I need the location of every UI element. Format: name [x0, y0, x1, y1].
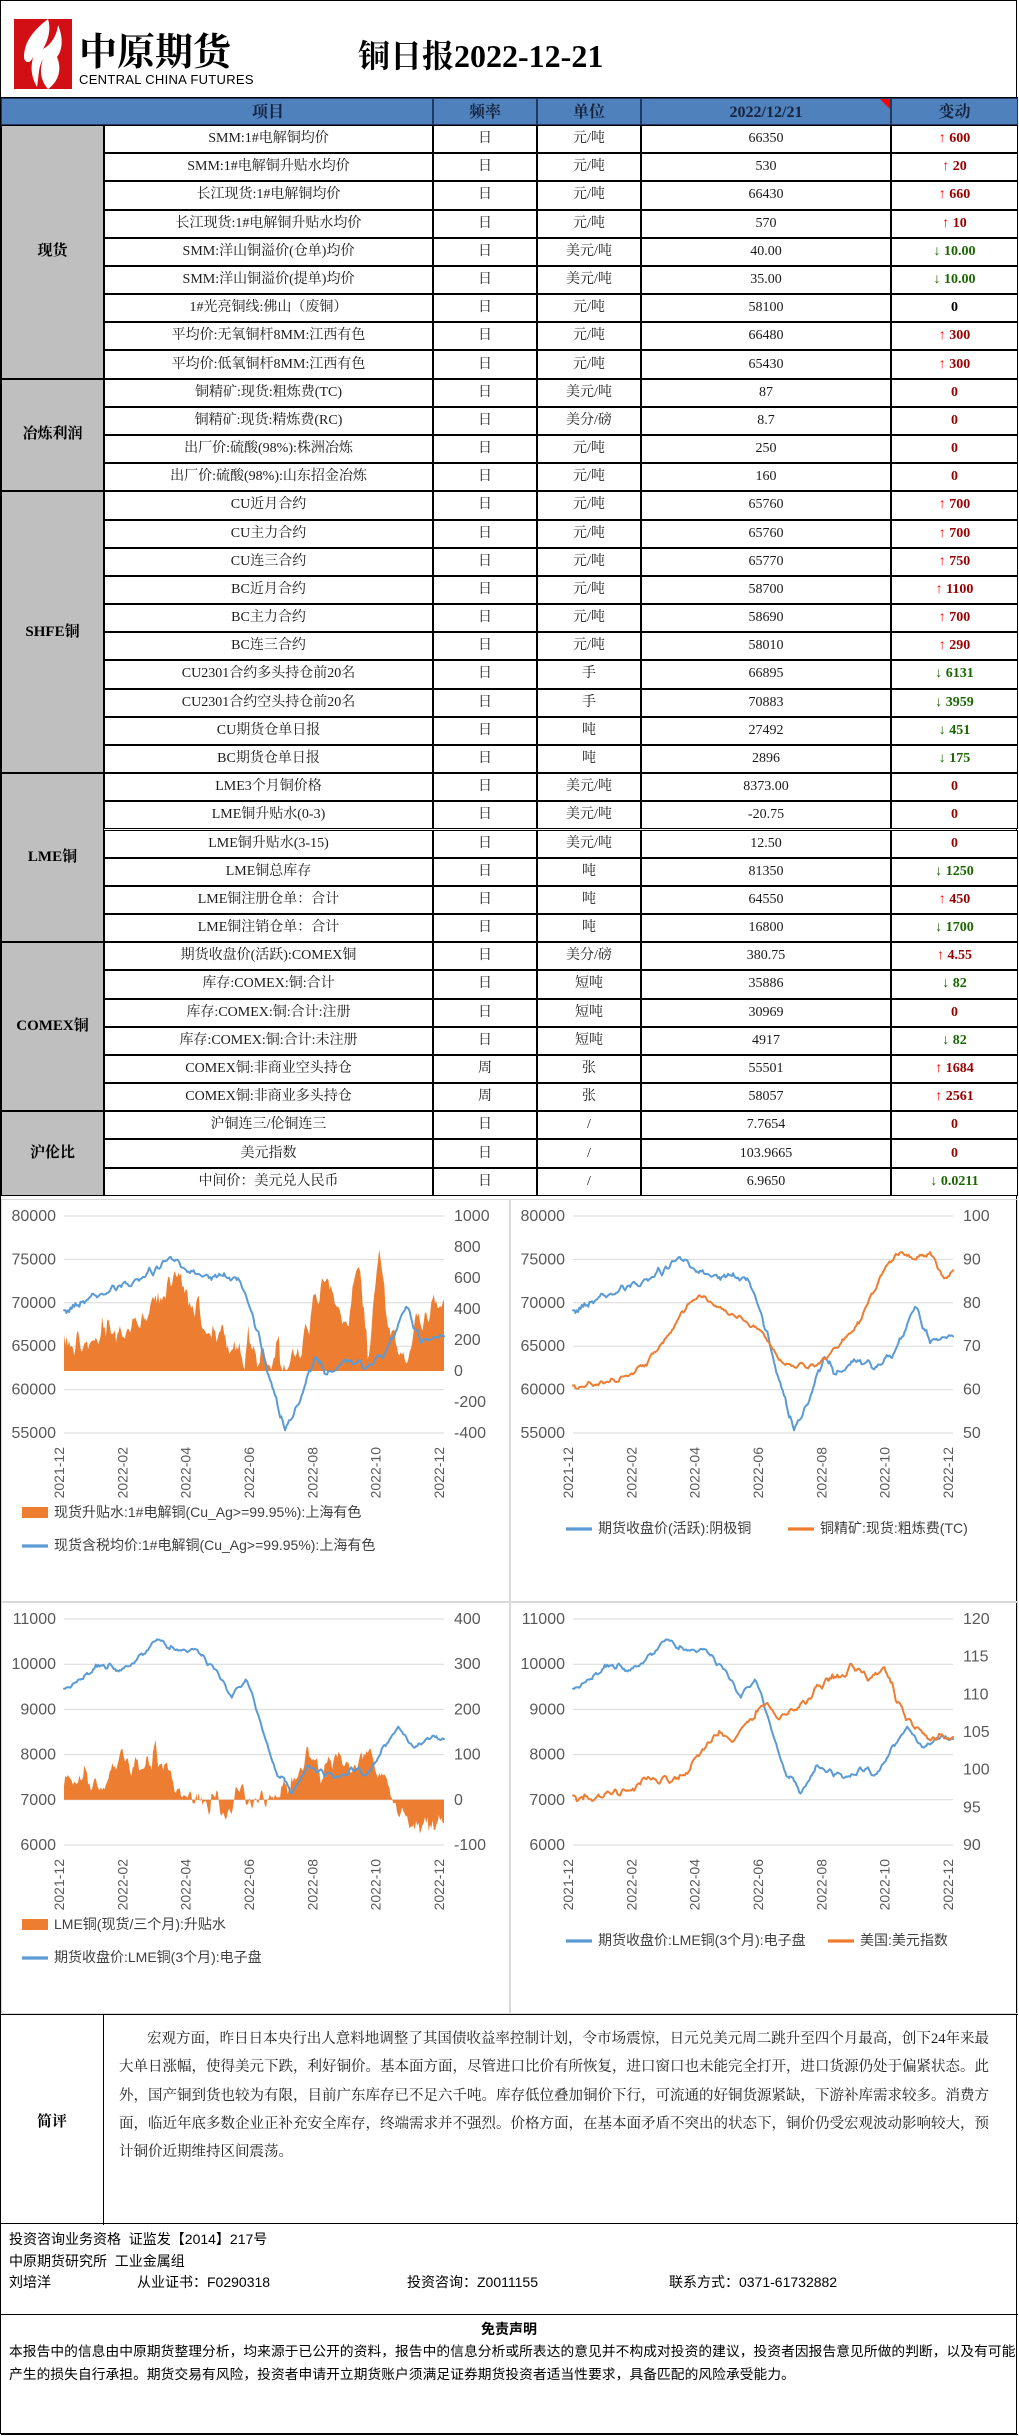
svg-text:100: 100 [454, 1747, 481, 1764]
svg-text:50: 50 [963, 1425, 981, 1442]
svg-text:期货收盘价:LME铜(3个月):电子盘: 期货收盘价:LME铜(3个月):电子盘 [598, 1932, 806, 1948]
svg-text:2022-12: 2022-12 [431, 1447, 447, 1499]
svg-text:2022-08: 2022-08 [813, 1859, 829, 1911]
svg-text:60000: 60000 [521, 1382, 566, 1399]
svg-text:400: 400 [454, 1301, 481, 1318]
svg-text:0: 0 [454, 1792, 463, 1809]
svg-text:105: 105 [963, 1724, 990, 1741]
svg-text:200: 200 [454, 1332, 481, 1349]
svg-text:铜精矿:现货:粗炼费(TC): 铜精矿:现货:粗炼费(TC) [820, 1520, 968, 1536]
svg-text:7000: 7000 [529, 1792, 565, 1809]
svg-text:2022-06: 2022-06 [241, 1859, 257, 1911]
svg-text:90: 90 [963, 1251, 981, 1268]
svg-text:70000: 70000 [12, 1295, 57, 1312]
svg-text:115: 115 [963, 1649, 989, 1666]
svg-text:-100: -100 [454, 1837, 486, 1854]
svg-text:75000: 75000 [521, 1251, 566, 1268]
svg-text:80000: 80000 [521, 1208, 566, 1225]
svg-text:2021-12: 2021-12 [560, 1859, 576, 1911]
svg-text:60000: 60000 [12, 1382, 57, 1399]
svg-text:2022-10: 2022-10 [368, 1447, 384, 1499]
svg-text:800: 800 [454, 1239, 481, 1256]
svg-text:LME铜(现货/三个月):升贴水: LME铜(现货/三个月):升贴水 [54, 1916, 226, 1932]
svg-text:7000: 7000 [20, 1792, 56, 1809]
svg-text:90: 90 [963, 1837, 981, 1854]
svg-text:11000: 11000 [522, 1611, 565, 1628]
svg-text:9000: 9000 [20, 1701, 56, 1718]
svg-text:期货收盘价:LME铜(3个月):电子盘: 期货收盘价:LME铜(3个月):电子盘 [54, 1949, 262, 1965]
svg-text:中原期货: 中原期货 [79, 32, 236, 74]
svg-text:10000: 10000 [12, 1656, 57, 1673]
svg-text:70: 70 [963, 1338, 981, 1355]
svg-text:2022-04: 2022-04 [687, 1859, 703, 1911]
svg-text:65000: 65000 [12, 1338, 57, 1355]
svg-text:6000: 6000 [529, 1837, 565, 1854]
svg-text:95: 95 [963, 1799, 981, 1816]
svg-text:80: 80 [963, 1295, 981, 1312]
svg-text:2022-06: 2022-06 [241, 1447, 257, 1499]
svg-text:2022-04: 2022-04 [687, 1447, 703, 1499]
svg-text:120: 120 [963, 1611, 990, 1628]
svg-text:2022-06: 2022-06 [750, 1447, 766, 1499]
svg-text:400: 400 [454, 1611, 481, 1628]
svg-text:现货升贴水:1#电解铜(Cu_Ag>=99.95%):上海有: 现货升贴水:1#电解铜(Cu_Ag>=99.95%):上海有色 [54, 1504, 361, 1520]
svg-text:2022-02: 2022-02 [114, 1447, 130, 1499]
svg-text:现货含税均价:1#电解铜(Cu_Ag>=99.95%):上海: 现货含税均价:1#电解铜(Cu_Ag>=99.95%):上海有色 [54, 1537, 375, 1553]
svg-text:美国:美元指数: 美国:美元指数 [860, 1932, 948, 1948]
svg-text:2022-10: 2022-10 [877, 1447, 893, 1499]
svg-text:2022-12: 2022-12 [940, 1447, 956, 1499]
svg-text:55000: 55000 [12, 1425, 57, 1442]
svg-text:600: 600 [454, 1270, 481, 1287]
svg-text:2022-10: 2022-10 [877, 1859, 893, 1911]
svg-text:2022-04: 2022-04 [178, 1447, 194, 1499]
svg-text:期货收盘价(活跃):阴极铜: 期货收盘价(活跃):阴极铜 [598, 1520, 751, 1536]
svg-text:-200: -200 [454, 1394, 486, 1411]
svg-text:2022-12: 2022-12 [940, 1859, 956, 1911]
svg-text:6000: 6000 [20, 1837, 56, 1854]
svg-text:2022-12: 2022-12 [431, 1859, 447, 1911]
svg-text:100: 100 [963, 1208, 990, 1225]
svg-text:2022-08: 2022-08 [304, 1859, 320, 1911]
svg-text:65000: 65000 [521, 1338, 566, 1355]
svg-text:9000: 9000 [529, 1701, 565, 1718]
svg-text:2022-08: 2022-08 [304, 1447, 320, 1499]
svg-text:8000: 8000 [20, 1747, 56, 1764]
svg-text:55000: 55000 [521, 1425, 566, 1442]
svg-text:0: 0 [454, 1363, 463, 1380]
svg-text:2022-02: 2022-02 [623, 1859, 639, 1911]
svg-text:2022-02: 2022-02 [623, 1447, 639, 1499]
svg-text:11000: 11000 [13, 1611, 56, 1628]
svg-text:-400: -400 [454, 1425, 486, 1442]
svg-text:2022-10: 2022-10 [368, 1859, 384, 1911]
svg-text:2021-12: 2021-12 [51, 1447, 67, 1499]
svg-text:200: 200 [454, 1701, 481, 1718]
svg-text:2021-12: 2021-12 [560, 1447, 576, 1499]
svg-text:10000: 10000 [521, 1656, 566, 1673]
svg-text:2021-12: 2021-12 [51, 1859, 67, 1911]
svg-text:75000: 75000 [12, 1251, 57, 1268]
svg-text:70000: 70000 [521, 1295, 566, 1312]
svg-text:CENTRAL CHINA FUTURES: CENTRAL CHINA FUTURES [79, 72, 254, 87]
svg-text:2022-04: 2022-04 [178, 1859, 194, 1911]
svg-text:2022-02: 2022-02 [114, 1859, 130, 1911]
svg-text:60: 60 [963, 1382, 981, 1399]
svg-text:300: 300 [454, 1656, 481, 1673]
svg-text:8000: 8000 [529, 1747, 565, 1764]
svg-text:1000: 1000 [454, 1208, 490, 1225]
svg-text:2022-06: 2022-06 [750, 1859, 766, 1911]
svg-text:100: 100 [963, 1762, 990, 1779]
svg-text:110: 110 [963, 1686, 989, 1703]
svg-text:80000: 80000 [12, 1208, 57, 1225]
svg-text:2022-08: 2022-08 [813, 1447, 829, 1499]
